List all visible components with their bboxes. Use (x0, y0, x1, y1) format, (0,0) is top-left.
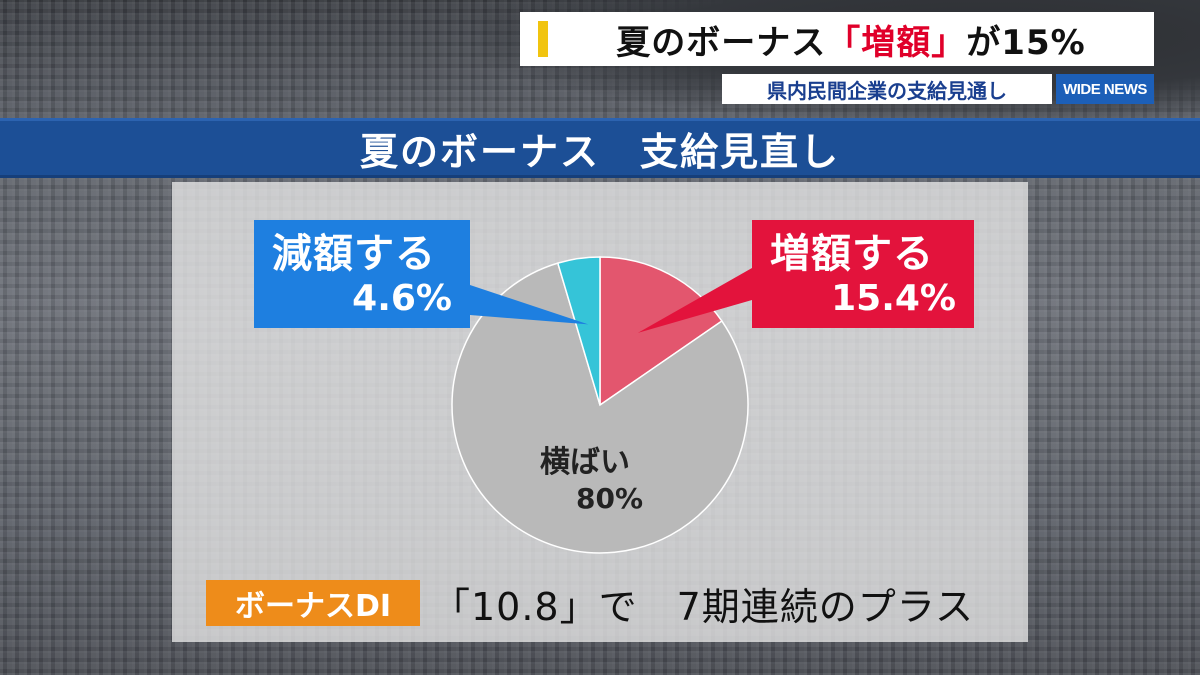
wide-news-logo: WIDE NEWS (1056, 74, 1154, 104)
caption-accent-bar (538, 21, 548, 57)
callout-decrease: 減額する 4.6% (254, 220, 470, 328)
pie-slice-0 (599, 256, 723, 407)
pie-slice-1 (451, 262, 749, 554)
headline-highlight: 「増額」 (826, 22, 967, 63)
callout-increase-pointer (637, 268, 752, 333)
label-flat-name: 横ばい (540, 445, 630, 480)
label-flat-value: 80% (576, 482, 644, 515)
sub-caption: 県内民間企業の支給見通し (722, 74, 1052, 104)
bonus-di-text: 「10.8」で 7期連続のプラス (432, 584, 975, 629)
callout-increase-value: 15.4% (831, 278, 956, 319)
callout-increase: 増額する 15.4% (752, 220, 974, 328)
callout-decrease-value: 4.6% (352, 278, 452, 319)
headline-prefix: 夏のボーナス (616, 22, 827, 63)
bonus-di-tag: ボーナスDI (206, 580, 420, 626)
callout-decrease-label: 減額する (272, 231, 436, 277)
headline-text: 夏のボーナス「増額」が15% (548, 15, 1154, 64)
callout-increase-label: 増額する (770, 231, 934, 277)
chart-title-banner: 夏のボーナス 支給見直し (0, 118, 1200, 178)
callout-decrease-pointer (470, 285, 589, 325)
pie-slice-2 (556, 256, 601, 406)
headline-caption: 夏のボーナス「増額」が15% (520, 12, 1154, 66)
label-flat: 横ばい 80% (540, 445, 680, 517)
headline-suffix: が15% (966, 22, 1086, 63)
